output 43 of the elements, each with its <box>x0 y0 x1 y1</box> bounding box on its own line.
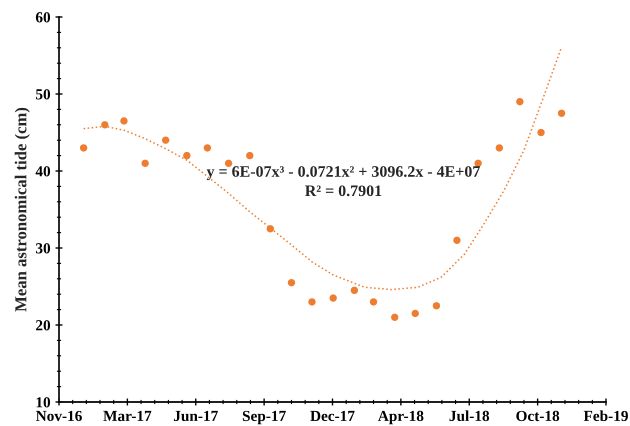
point <box>330 294 337 302</box>
point <box>558 110 566 117</box>
x-tick-label: Apr-18 <box>378 410 424 424</box>
line-series <box>82 46 562 290</box>
x-tick-label: Jul-18 <box>450 410 490 422</box>
x-tick-label: Dec-17 <box>310 410 355 422</box>
point <box>204 144 212 152</box>
point <box>224 160 232 167</box>
point <box>496 144 504 152</box>
point <box>391 314 398 321</box>
point <box>101 121 108 128</box>
point <box>183 152 191 160</box>
point <box>516 98 524 106</box>
point <box>246 152 254 160</box>
point <box>412 310 419 318</box>
x-tick-label: Oct-18 <box>516 410 560 422</box>
point <box>120 117 128 125</box>
point <box>288 278 296 286</box>
annotation: y = 6E-07x³ - 0.0721x² + 3096.2x - 4E+07 <box>206 166 480 180</box>
point <box>537 128 545 136</box>
x-tick-label: Mar-17 <box>103 410 152 422</box>
point <box>308 298 316 306</box>
y-tick-label: 20 <box>36 320 50 330</box>
x-tick-label: Sep-17 <box>242 410 286 424</box>
y-tick-label: 40 <box>36 166 50 176</box>
point <box>350 286 358 294</box>
point <box>432 302 440 310</box>
x-tick-label: Jun-17 <box>174 410 218 422</box>
y-tick-label: 50 <box>36 89 50 100</box>
point <box>266 225 274 232</box>
point <box>370 298 378 306</box>
point <box>141 160 149 167</box>
point <box>80 144 88 152</box>
x-tick-label: Feb-19 <box>584 410 628 422</box>
y-tick-label: 60 <box>36 12 50 22</box>
annotation: R² = 0.7901 <box>305 185 382 196</box>
x-tick-label: Nov-16 <box>36 410 82 422</box>
y-axis-title: Mean astronomical tide (cm) <box>14 108 30 312</box>
point <box>162 136 170 144</box>
y-tick-label: 30 <box>36 243 50 254</box>
y-tick-label: 10 <box>36 397 50 408</box>
point <box>474 160 482 167</box>
point <box>453 236 461 244</box>
